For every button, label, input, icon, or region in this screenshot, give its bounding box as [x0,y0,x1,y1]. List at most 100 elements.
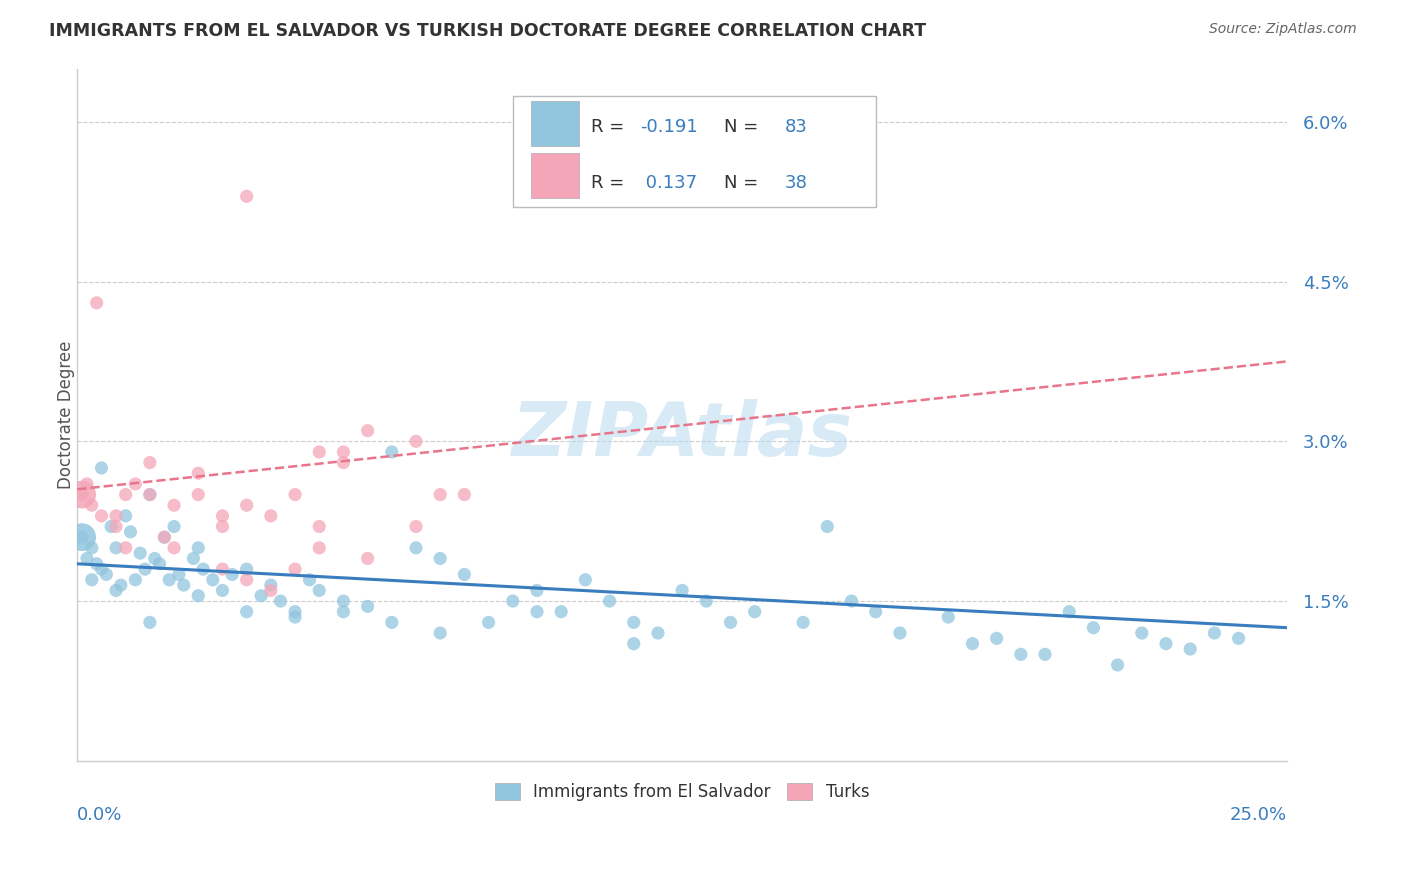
Text: Source: ZipAtlas.com: Source: ZipAtlas.com [1209,22,1357,37]
Point [124,573,146,587]
Text: 25.0%: 25.0% [1230,805,1286,824]
Text: R =: R = [592,174,630,192]
Point [90,508,112,523]
Point [90,562,112,576]
Point [211,583,233,598]
Point [124,476,146,491]
Point [1083,621,1105,635]
Point [671,583,693,598]
Point [962,637,984,651]
Y-axis label: Doctorate Degree: Doctorate Degree [58,341,75,489]
Point [250,589,273,603]
Point [191,562,214,576]
Point [163,498,186,512]
Point [1154,637,1177,651]
Point [550,605,572,619]
Point [308,519,330,533]
Point [1107,657,1129,672]
Point [139,487,162,501]
Point [76,476,98,491]
Point [284,605,307,619]
Text: 0.0%: 0.0% [77,805,122,824]
Point [1180,642,1202,657]
Point [405,519,427,533]
Point [356,599,378,614]
Point [70,530,93,544]
Point [153,530,176,544]
Point [86,557,108,571]
Point [792,615,814,630]
Point [235,573,257,587]
Point [574,573,596,587]
Point [477,615,499,630]
Point [139,456,162,470]
Text: N =: N = [724,119,765,136]
Point [235,498,257,512]
Point [720,615,742,630]
Point [114,508,136,523]
Point [599,594,621,608]
Point [298,573,321,587]
Point [284,487,307,501]
Point [623,615,645,630]
Point [429,551,451,566]
Text: 38: 38 [785,174,808,192]
Point [936,610,959,624]
Point [187,487,209,501]
Point [526,583,548,598]
Point [502,594,524,608]
Point [221,567,243,582]
Point [381,445,404,459]
Point [1227,632,1250,646]
Point [187,589,209,603]
Point [163,541,186,555]
Point [157,573,180,587]
Point [105,508,128,523]
Point [90,461,112,475]
Point [143,551,166,566]
Point [889,626,911,640]
Point [105,541,128,555]
Legend: Immigrants from El Salvador, Turks: Immigrants from El Salvador, Turks [488,776,876,808]
Point [1130,626,1153,640]
Point [1033,648,1056,662]
Point [332,445,354,459]
Point [381,615,404,630]
Point [332,605,354,619]
FancyBboxPatch shape [531,101,579,146]
FancyBboxPatch shape [531,153,579,198]
Point [134,562,156,576]
Point [76,551,98,566]
Point [284,610,307,624]
Point [211,562,233,576]
Point [129,546,152,560]
Point [453,487,475,501]
Point [841,594,863,608]
Point [405,434,427,449]
Point [260,583,283,598]
Point [139,487,162,501]
Point [139,615,162,630]
Text: IMMIGRANTS FROM EL SALVADOR VS TURKISH DOCTORATE DEGREE CORRELATION CHART: IMMIGRANTS FROM EL SALVADOR VS TURKISH D… [49,22,927,40]
Point [187,541,209,555]
Point [623,637,645,651]
Point [100,519,122,533]
Point [308,541,330,555]
Point [105,519,128,533]
Point [211,519,233,533]
Point [356,424,378,438]
Point [235,605,257,619]
Point [744,605,766,619]
Point [120,524,142,539]
Point [356,551,378,566]
Point [163,519,186,533]
Point [183,551,205,566]
Text: -0.191: -0.191 [640,119,697,136]
Point [80,498,103,512]
Point [235,562,257,576]
Point [865,605,887,619]
Point [96,567,118,582]
Point [429,626,451,640]
Point [815,519,838,533]
Point [332,456,354,470]
